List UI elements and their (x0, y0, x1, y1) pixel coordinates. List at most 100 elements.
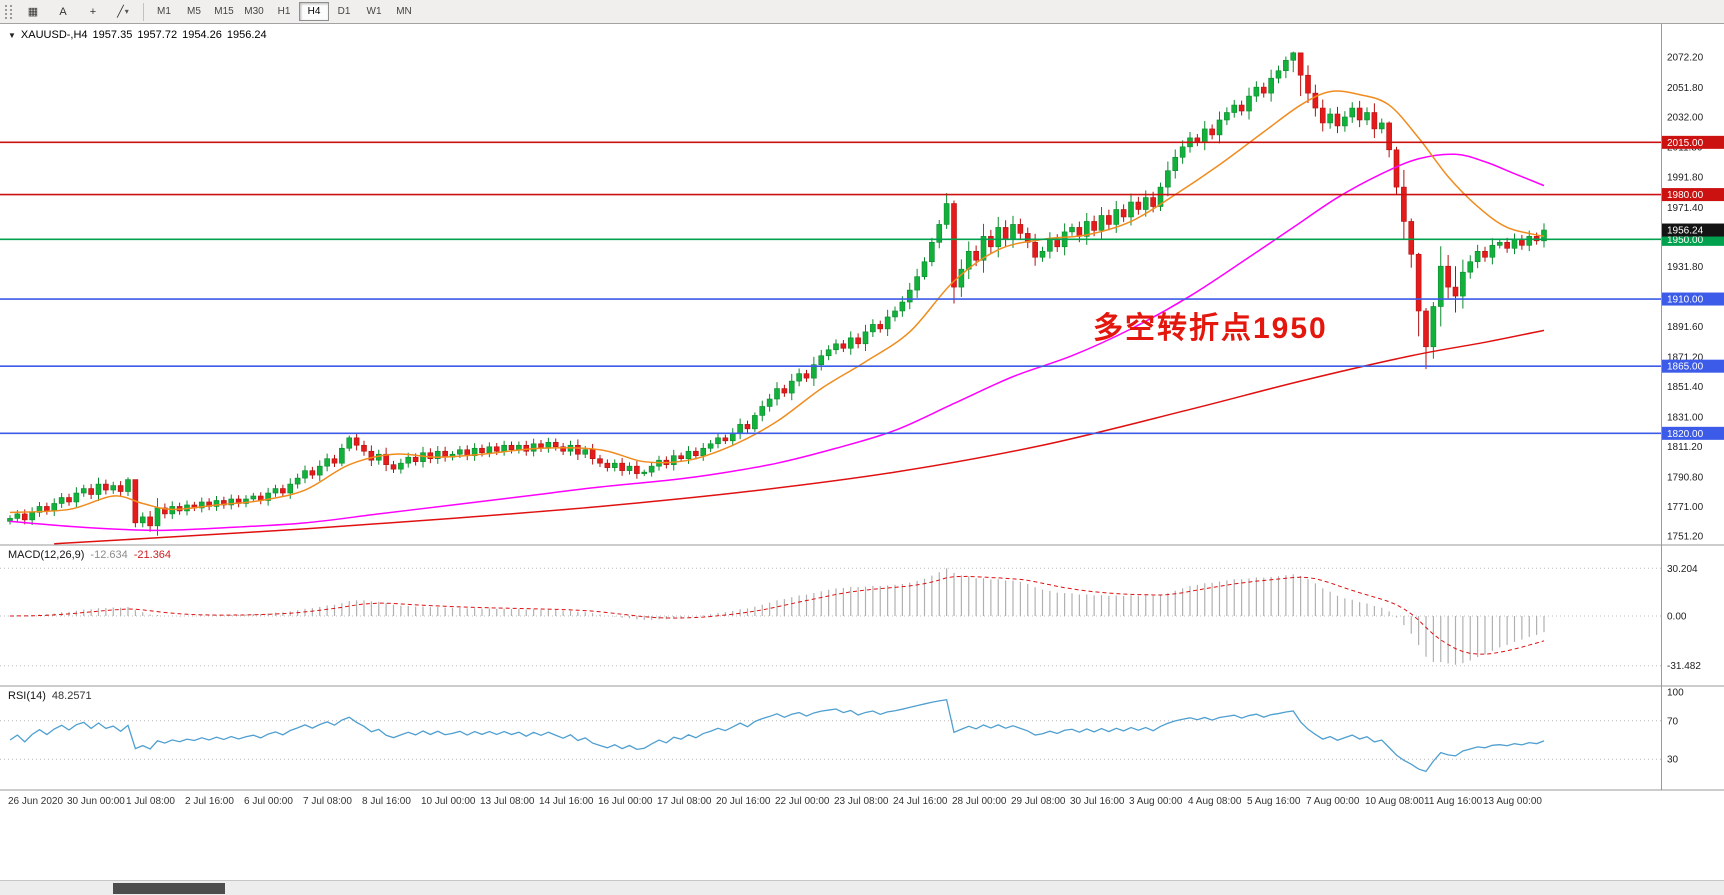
svg-text:24 Jul 16:00: 24 Jul 16:00 (893, 796, 948, 807)
timeframe-button-m1[interactable]: M1 (157, 6, 171, 17)
horizontal-levels[interactable] (0, 141, 1661, 435)
chart-annotation: 多空转折点1950 (1093, 312, 1328, 345)
svg-text:16 Jul 00:00: 16 Jul 00:00 (598, 796, 653, 807)
toolbar-drag-handle[interactable] (5, 4, 12, 19)
collapse-arrow-icon[interactable]: ▼ (8, 31, 16, 40)
price-tag-1910.00 (1662, 292, 1724, 306)
svg-text:1820.00: 1820.00 (1667, 429, 1704, 440)
macd-indicator-label: MACD(12,26,9) -12.634 -21.364 (8, 549, 171, 561)
svg-text:20 Jul 16:00: 20 Jul 16:00 (716, 796, 771, 807)
svg-text:70: 70 (1667, 716, 1679, 727)
svg-text:2 Jul 16:00: 2 Jul 16:00 (185, 796, 234, 807)
svg-text:2072.20: 2072.20 (1667, 53, 1704, 64)
svg-text:30: 30 (1667, 755, 1679, 766)
svg-text:3 Aug 00:00: 3 Aug 00:00 (1129, 796, 1183, 807)
svg-text:6 Jul 00:00: 6 Jul 00:00 (244, 796, 293, 807)
svg-text:1831.00: 1831.00 (1667, 412, 1704, 423)
svg-text:28 Jul 00:00: 28 Jul 00:00 (952, 796, 1007, 807)
rsi-indicator-label: RSI(14) 48.2571 (8, 690, 92, 702)
svg-text:1931.80: 1931.80 (1667, 262, 1704, 273)
price-tag-1980.00 (1662, 188, 1724, 202)
timeframe-button-h1[interactable]: H1 (277, 6, 291, 17)
svg-text:1811.20: 1811.20 (1667, 442, 1703, 453)
svg-text:1771.00: 1771.00 (1667, 502, 1704, 513)
svg-text:1 Jul 08:00: 1 Jul 08:00 (126, 796, 175, 807)
svg-text:29 Jul 08:00: 29 Jul 08:00 (1011, 796, 1066, 807)
svg-text:23 Jul 08:00: 23 Jul 08:00 (834, 796, 889, 807)
toolbar-separator (143, 2, 144, 21)
svg-text:1871.20: 1871.20 (1667, 352, 1704, 363)
timeframe-toolbar: M1 M5 M15 M30 H1 H4 D1 W1 MN (149, 2, 419, 21)
svg-text:13 Jul 08:00: 13 Jul 08:00 (480, 796, 535, 807)
macd-name: MACD(12,26,9) (8, 549, 85, 561)
svg-text:1891.60: 1891.60 (1667, 322, 1704, 333)
svg-text:5 Aug 16:00: 5 Aug 16:00 (1247, 796, 1301, 807)
ma-slow-red-line (54, 329, 1545, 545)
chart-window: 2072.202051.802032.002011.801991.801971.… (0, 24, 1724, 895)
timeframe-button-h4[interactable]: H4 (299, 2, 329, 21)
timeframe-button-m30[interactable]: M30 (244, 6, 264, 17)
panel-separators (0, 24, 1724, 791)
svg-text:17 Jul 08:00: 17 Jul 08:00 (657, 796, 712, 807)
price-tag-1865.00 (1662, 359, 1724, 373)
ma-medium-magenta-line (9, 153, 1545, 532)
timeframe-button-mn[interactable]: MN (396, 6, 412, 17)
svg-text:0.00: 0.00 (1667, 612, 1687, 623)
rsi-line (9, 698, 1545, 773)
crosshair-icon[interactable]: + (89, 5, 97, 18)
svg-text:1851.40: 1851.40 (1667, 382, 1704, 393)
high-value: 1957.72 (137, 29, 178, 41)
macd-signal-value: -21.364 (133, 549, 172, 561)
svg-text:22 Jul 00:00: 22 Jul 00:00 (775, 796, 830, 807)
svg-text:1751.20: 1751.20 (1667, 531, 1704, 542)
macd-panel: 30.204 0.00 -31.482 (0, 564, 1701, 672)
timeframe-button-m5[interactable]: M5 (187, 6, 201, 17)
svg-text:4 Aug 08:00: 4 Aug 08:00 (1188, 796, 1242, 807)
svg-text:1910.00: 1910.00 (1667, 295, 1704, 306)
svg-text:1980.00: 1980.00 (1667, 190, 1704, 201)
svg-text:1991.80: 1991.80 (1667, 172, 1704, 183)
low-value: 1954.26 (182, 29, 222, 41)
svg-text:8 Jul 16:00: 8 Jul 16:00 (362, 796, 411, 807)
svg-text:11 Aug 16:00: 11 Aug 16:00 (1424, 796, 1483, 807)
timeframe-button-d1[interactable]: D1 (337, 6, 351, 17)
price-axis[interactable]: 2072.202051.802032.002011.801991.801971.… (1662, 53, 1724, 543)
timeframe-button-w1[interactable]: W1 (366, 6, 382, 17)
svg-text:2051.80: 2051.80 (1667, 83, 1704, 94)
ma-fast-orange-line (9, 90, 1545, 514)
symbol-period-label: XAUUSD-,H4 (20, 29, 88, 41)
svg-text:7 Jul 08:00: 7 Jul 08:00 (303, 796, 352, 807)
rsi-name: RSI(14) (8, 690, 46, 702)
close-value: 1956.24 (226, 29, 267, 41)
price-tag-1820.00 (1662, 426, 1724, 440)
open-value: 1957.35 (92, 29, 133, 41)
cursor-icon[interactable]: A (59, 5, 67, 18)
svg-text:26 Jun 2020: 26 Jun 2020 (8, 796, 63, 807)
top-toolbar: ▦ A + ╱ ▾ M1 M5 M15 M30 H1 H4 D1 W1 MN (0, 0, 1724, 24)
timeframe-button-m15[interactable]: M15 (214, 6, 234, 17)
time-axis[interactable]: 26 Jun 2020 30 Jun 00:00 1 Jul 08:00 2 Jul … (8, 796, 1542, 807)
svg-text:14 Jul 16:00: 14 Jul 16:00 (539, 796, 594, 807)
line-studies-icon[interactable]: ╱ ▾ (117, 6, 129, 18)
chart-grid-icon[interactable]: ▦ (27, 6, 39, 18)
horizontal-scrollbar[interactable] (0, 880, 1724, 895)
svg-text:10 Jul 00:00: 10 Jul 00:00 (421, 796, 476, 807)
macd-main-value: -12.634 (90, 549, 128, 561)
svg-text:1865.00: 1865.00 (1667, 362, 1704, 373)
svg-text:1950.00: 1950.00 (1667, 235, 1704, 246)
scrollbar-thumb[interactable] (113, 883, 225, 894)
chart-ohlc-readout: ▼ XAUUSD-,H4 1957.35 1957.72 1954.26 1956.24 (8, 29, 272, 41)
chart-canvas[interactable]: 2072.202051.802032.002011.801991.801971.… (0, 24, 1724, 895)
svg-text:1971.40: 1971.40 (1667, 203, 1704, 214)
svg-text:-31.482: -31.482 (1667, 661, 1701, 672)
svg-text:30 Jun 00:00: 30 Jun 00:00 (67, 796, 125, 807)
rsi-value: 48.2571 (51, 690, 92, 702)
rsi-panel: 100 70 30 (0, 688, 1684, 773)
svg-text:2015.00: 2015.00 (1667, 138, 1704, 149)
svg-text:13 Aug 00:00: 13 Aug 00:00 (1483, 796, 1542, 807)
svg-text:7 Aug 00:00: 7 Aug 00:00 (1306, 796, 1360, 807)
svg-text:10 Aug 08:00: 10 Aug 08:00 (1365, 796, 1424, 807)
svg-text:30 Jul 16:00: 30 Jul 16:00 (1070, 796, 1125, 807)
svg-text:100: 100 (1667, 688, 1684, 699)
price-tag-2015.00 (1662, 135, 1724, 149)
